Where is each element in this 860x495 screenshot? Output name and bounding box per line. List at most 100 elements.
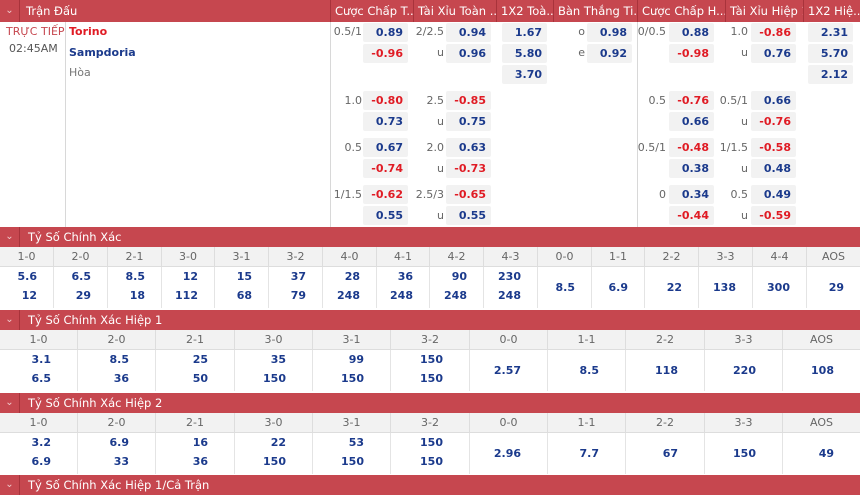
collapse-chevron-icon[interactable]: ⌄	[0, 0, 20, 22]
odd-value[interactable]: 35	[270, 353, 286, 366]
odd-button[interactable]: -0.76	[751, 112, 796, 131]
odd-value[interactable]: 12	[182, 270, 198, 283]
col-match[interactable]: Trận Đấu	[26, 4, 78, 18]
odd-value[interactable]: 25	[192, 353, 208, 366]
odd-value[interactable]: 29	[75, 289, 91, 302]
odd-button[interactable]: 0.98	[587, 23, 632, 42]
odd-value[interactable]: 33	[113, 455, 129, 468]
odd-button[interactable]: 0.63	[446, 138, 491, 157]
odd-value[interactable]: 150	[341, 372, 364, 385]
odd-value[interactable]: 150	[733, 447, 756, 460]
odd-value[interactable]: 248	[444, 289, 467, 302]
collapse-chevron-icon[interactable]: ⌄	[0, 227, 20, 247]
odd-value[interactable]: 37	[290, 270, 306, 283]
odd-value[interactable]: 79	[290, 289, 306, 302]
odd-value[interactable]: 8.5	[125, 270, 146, 283]
odd-button[interactable]: 0.92	[587, 44, 632, 63]
odd-value[interactable]: 108	[811, 364, 834, 377]
odd-value[interactable]: 150	[341, 455, 364, 468]
section-correct-score-h1[interactable]: ⌄ Tỷ Số Chính Xác Hiệp 1	[0, 310, 860, 330]
odd-button[interactable]: -0.86	[751, 23, 796, 42]
odd-value[interactable]: 49	[818, 447, 834, 460]
col-ft-overunder[interactable]: Tài Xỉu Toàn ...	[413, 0, 496, 22]
odd-button-draw[interactable]: 2.12	[808, 65, 853, 84]
odd-value[interactable]: 2.96	[493, 447, 521, 460]
odd-button-away[interactable]: 5.80	[502, 44, 547, 63]
odd-value[interactable]: 12	[21, 289, 37, 302]
odd-button[interactable]: 0.89	[363, 23, 408, 42]
odd-value[interactable]: 15	[236, 270, 252, 283]
odd-button-away[interactable]: 5.70	[808, 44, 853, 63]
odd-value[interactable]: 36	[397, 270, 413, 283]
odd-button[interactable]: -0.73	[446, 159, 491, 178]
odd-button[interactable]: 0.49	[751, 185, 796, 204]
odd-value[interactable]: 36	[192, 455, 208, 468]
odd-button[interactable]: 0.38	[669, 159, 714, 178]
odd-value[interactable]: 118	[655, 364, 678, 377]
odd-button[interactable]: -0.76	[669, 91, 714, 110]
odd-button[interactable]: 0.66	[669, 112, 714, 131]
col-ft-1x2[interactable]: 1X2 Toà...	[496, 0, 553, 22]
odd-button[interactable]: -0.74	[363, 159, 408, 178]
odd-value[interactable]: 3.2	[31, 436, 52, 449]
odd-value[interactable]: 138	[713, 281, 736, 294]
odd-value[interactable]: 112	[175, 289, 198, 302]
odd-button[interactable]: 0.67	[363, 138, 408, 157]
odd-button[interactable]: -0.48	[669, 138, 714, 157]
away-team[interactable]: Sampdoria	[69, 46, 136, 59]
odd-button[interactable]: 0.88	[669, 23, 714, 42]
odd-value[interactable]: 6.5	[31, 372, 52, 385]
odd-value[interactable]: 22	[666, 281, 682, 294]
odd-button[interactable]: 0.73	[363, 112, 408, 131]
odd-value[interactable]: 5.6	[17, 270, 38, 283]
home-team[interactable]: Torino	[69, 25, 108, 38]
odd-button[interactable]: -0.59	[751, 206, 796, 225]
odd-value[interactable]: 50	[192, 372, 208, 385]
odd-button[interactable]: -0.85	[446, 91, 491, 110]
odd-value[interactable]: 67	[662, 447, 678, 460]
odd-value[interactable]: 6.9	[109, 436, 130, 449]
odd-value[interactable]: 248	[390, 289, 413, 302]
odd-button[interactable]: -0.65	[446, 185, 491, 204]
odd-value[interactable]: 248	[337, 289, 360, 302]
odd-button[interactable]: 0.94	[446, 23, 491, 42]
odd-value[interactable]: 68	[236, 289, 252, 302]
odd-button[interactable]: 0.75	[446, 112, 491, 131]
odd-button[interactable]: -0.98	[669, 44, 714, 63]
odd-value[interactable]: 8.5	[555, 281, 576, 294]
odd-value[interactable]: 150	[263, 455, 286, 468]
odd-button[interactable]: 0.55	[363, 206, 408, 225]
odd-button[interactable]: -0.80	[363, 91, 408, 110]
odd-value[interactable]: 8.5	[579, 364, 600, 377]
odd-value[interactable]: 53	[348, 436, 364, 449]
odd-value[interactable]: 29	[828, 281, 844, 294]
odd-button[interactable]: 0.76	[751, 44, 796, 63]
odd-value[interactable]: 150	[420, 455, 443, 468]
odd-button-home[interactable]: 1.67	[502, 23, 547, 42]
odd-value[interactable]: 2.57	[493, 364, 521, 377]
odd-value[interactable]: 16	[192, 436, 208, 449]
odd-value[interactable]: 248	[498, 289, 521, 302]
col-h1-1x2[interactable]: 1X2 Hiệ...	[803, 0, 860, 22]
odd-button-draw[interactable]: 3.70	[502, 65, 547, 84]
odd-button[interactable]: 0.34	[669, 185, 714, 204]
odd-button[interactable]: -0.96	[363, 44, 408, 63]
collapse-chevron-icon[interactable]: ⌄	[0, 393, 20, 413]
odd-value[interactable]: 36	[113, 372, 129, 385]
odd-button[interactable]: 0.55	[446, 206, 491, 225]
odd-value[interactable]: 220	[733, 364, 756, 377]
odd-value[interactable]: 7.7	[579, 447, 600, 460]
odd-value[interactable]: 6.5	[71, 270, 92, 283]
odd-value[interactable]: 150	[420, 436, 443, 449]
col-h1-overunder[interactable]: Tài Xỉu Hiệp 1	[725, 0, 803, 22]
odd-button[interactable]: -0.58	[751, 138, 796, 157]
odd-value[interactable]: 150	[420, 372, 443, 385]
odd-button[interactable]: 0.48	[751, 159, 796, 178]
collapse-chevron-icon[interactable]: ⌄	[0, 310, 20, 330]
odd-value[interactable]: 300	[767, 281, 790, 294]
odd-value[interactable]: 230	[498, 270, 521, 283]
odd-value[interactable]: 6.9	[608, 281, 629, 294]
odd-value[interactable]: 150	[420, 353, 443, 366]
col-h1-handicap[interactable]: Cược Chấp H...	[637, 0, 725, 22]
odd-value[interactable]: 8.5	[109, 353, 130, 366]
